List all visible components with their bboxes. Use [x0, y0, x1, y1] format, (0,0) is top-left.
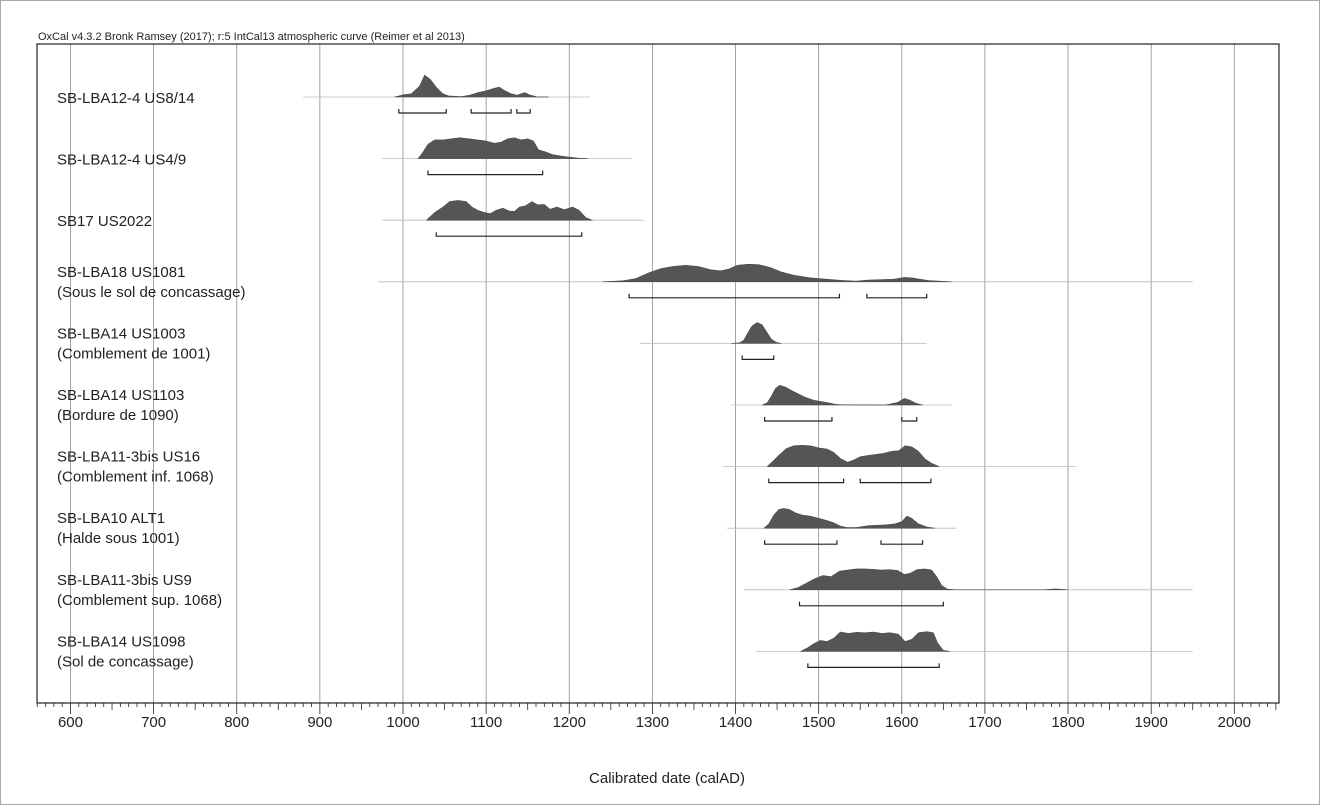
hpd-interval-bracket — [764, 540, 838, 545]
series-sublabel: (Bordure de 1090) — [57, 407, 179, 424]
density-area — [425, 200, 593, 221]
x-axis-title: Calibrated date (calAD) — [589, 770, 745, 787]
series-layer: SB-LBA12-4 US8/14 SB-LBA12-4 US4/9 SB17 US… — [57, 74, 1193, 670]
hpd-interval-bracket — [866, 293, 928, 299]
x-tick-label: 1000 — [386, 714, 419, 731]
x-tick-label: 1900 — [1134, 714, 1167, 731]
series-sublabel: (Comblement sup. 1068) — [57, 592, 222, 609]
x-tick-label: 600 — [58, 714, 83, 731]
hpd-interval-bracket — [427, 170, 544, 176]
density-area — [766, 445, 940, 467]
x-axis: 600 700 800 900 1000 1100 1200 1300 1400 1500 1600… — [36, 703, 1277, 731]
series-row: SB-LBA14 US1003 (Comblement de 1001) — [57, 322, 927, 362]
hpd-interval-bracket — [798, 601, 944, 607]
series-sublabel: (Comblement de 1001) — [57, 345, 210, 362]
series-sublabel: (Halde sous 1001) — [57, 530, 180, 547]
hpd-interval-bracket — [398, 109, 447, 114]
series-row: SB-LBA14 US1098 (Sol de concassage) — [57, 631, 1193, 670]
x-tick-label: 1300 — [636, 714, 669, 731]
plot-frame — [36, 43, 1280, 704]
density-area — [789, 568, 1069, 591]
series-row: SB-LBA14 US1103 (Bordure de 1090) — [57, 384, 952, 424]
hpd-interval-bracket — [901, 417, 918, 422]
series-label: SB-LBA18 US1081 — [57, 264, 185, 281]
series-label: SB-LBA11-3bis US16 — [57, 449, 200, 466]
x-tick-label: 1800 — [1051, 714, 1084, 731]
density-area — [394, 74, 549, 98]
density-area — [800, 631, 951, 652]
series-label: SB-LBA10 ALT1 — [57, 510, 165, 527]
x-tick-label: 1700 — [968, 714, 1001, 731]
x-tick-label: 2000 — [1218, 714, 1251, 731]
x-tick-label: 1500 — [802, 714, 835, 731]
series-row: SB-LBA18 US1081 (Sous le sol de concassag… — [57, 264, 1193, 301]
series-row: SB-LBA11-3bis US9 (Comblement sup. 1068) — [57, 568, 1193, 609]
series-row: SB17 US2022 — [57, 200, 645, 237]
series-sublabel: (Comblement inf. 1068) — [57, 469, 214, 486]
hpd-interval-bracket — [768, 478, 845, 484]
series-label: SB-LBA12-4 US8/14 — [57, 90, 195, 107]
hpd-interval-bracket — [435, 232, 583, 237]
series-label: SB-LBA14 US1003 — [57, 325, 185, 342]
x-tick-label: 1200 — [553, 714, 586, 731]
series-label: SB17 US2022 — [57, 213, 152, 230]
hpd-interval-bracket — [764, 417, 833, 422]
density-area — [417, 137, 588, 159]
series-label: SB-LBA14 US1098 — [57, 633, 185, 650]
series-label: SB-LBA14 US1103 — [57, 387, 184, 404]
x-tick-label: 1100 — [470, 714, 502, 731]
series-label: SB-LBA11-3bis US9 — [57, 572, 192, 589]
series-row: SB-LBA11-3bis US16 (Comblement inf. 1068) — [57, 445, 1077, 486]
density-area — [763, 508, 936, 529]
hpd-interval-bracket — [516, 109, 531, 114]
x-tick-label: 1400 — [719, 714, 752, 731]
density-area — [761, 384, 923, 406]
series-row: SB-LBA10 ALT1 (Halde sous 1001) — [57, 508, 956, 547]
hpd-interval-bracket — [470, 109, 512, 114]
series-row: SB-LBA12-4 US4/9 — [57, 137, 632, 176]
x-tick-label: 900 — [307, 714, 332, 731]
hpd-interval-bracket — [807, 663, 940, 668]
hpd-interval-bracket — [859, 478, 932, 484]
x-tick-label: 700 — [141, 714, 166, 731]
hpd-interval-bracket — [741, 355, 775, 360]
series-label: SB-LBA12-4 US4/9 — [57, 152, 186, 169]
chart-header: OxCal v4.3.2 Bronk Ramsey (2017); r:5 In… — [38, 31, 465, 43]
series-sublabel: (Sous le sol de concassage) — [57, 284, 245, 301]
series-row: SB-LBA12-4 US8/14 — [57, 74, 591, 114]
density-area — [602, 263, 952, 283]
series-sublabel: (Sol de concassage) — [57, 653, 194, 670]
x-tick-label: 1600 — [885, 714, 918, 731]
density-area — [731, 322, 782, 344]
x-tick-label: 800 — [224, 714, 249, 731]
hpd-interval-bracket — [880, 540, 924, 545]
hpd-interval-bracket — [628, 293, 841, 299]
